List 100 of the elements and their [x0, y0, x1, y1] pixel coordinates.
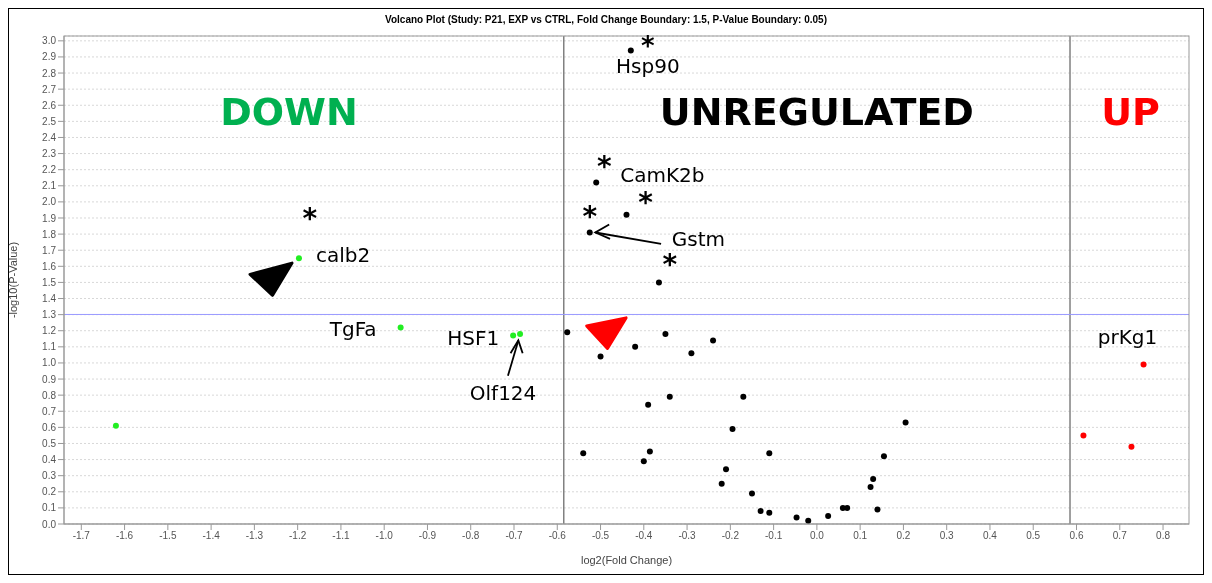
annotation: *	[662, 248, 678, 282]
x-tick-label: -0.1	[765, 530, 783, 542]
x-tick-label: 0.8	[1156, 530, 1171, 542]
x-tick-label: -0.7	[505, 530, 524, 542]
y-tick-label: 0.8	[42, 389, 57, 401]
y-tick-label: 0.4	[42, 454, 57, 466]
point	[640, 458, 647, 465]
annotation: HSF1	[447, 326, 500, 351]
y-tick-label: 2.7	[42, 83, 57, 95]
x-axis-title: log2(Fold Change)	[580, 554, 673, 566]
x-tick-label: -0.9	[418, 530, 437, 542]
x-tick-label: -1.6	[115, 530, 134, 542]
point	[740, 393, 747, 400]
point	[397, 324, 404, 331]
x-tick-label: 0.1	[853, 530, 868, 542]
annotation: *	[302, 202, 318, 236]
point	[902, 419, 909, 426]
point	[844, 504, 851, 511]
y-tick-label: 0.5	[42, 438, 57, 450]
y-tick-label: 2.0	[42, 196, 57, 208]
annotation: DOWN	[220, 90, 358, 135]
point	[748, 490, 755, 497]
y-tick-label: 0.6	[42, 421, 57, 433]
point	[757, 508, 764, 515]
y-tick-label: 1.5	[42, 276, 57, 288]
y-tick-label: 1.0	[42, 357, 57, 369]
y-tick-label: 2.9	[42, 51, 57, 63]
x-tick-label: 0.0	[809, 530, 825, 542]
x-tick-label: 0.6	[1069, 530, 1084, 542]
x-tick-label: -1.3	[245, 530, 264, 542]
x-tick-label: -1.5	[159, 530, 177, 542]
annotation: *	[582, 200, 598, 234]
point	[688, 350, 695, 357]
point	[597, 353, 604, 360]
x-tick-label: -0.8	[462, 530, 480, 542]
y-tick-label: 2.2	[42, 164, 57, 176]
point	[710, 337, 717, 344]
annotation: Olf124	[469, 381, 537, 406]
y-tick-label: 0.7	[42, 405, 57, 417]
point	[729, 425, 736, 432]
annotation: UNREGULATED	[659, 90, 974, 135]
point	[874, 506, 881, 513]
point	[1080, 432, 1087, 439]
annotation: TgFa	[328, 317, 377, 342]
y-tick-label: 1.9	[42, 212, 57, 224]
point	[564, 329, 571, 336]
point	[805, 517, 812, 524]
x-tick-label: -1.2	[289, 530, 307, 542]
point	[870, 475, 877, 482]
annotation: Gstm	[671, 226, 725, 251]
y-axis-title: -log10(P-Value)	[6, 241, 19, 319]
y-tick-label: 2.5	[42, 115, 57, 127]
point	[1128, 443, 1135, 450]
point	[666, 393, 673, 400]
y-tick-label: 1.1	[42, 341, 57, 353]
point	[632, 343, 639, 350]
annotation: calb2	[315, 242, 371, 267]
point	[880, 453, 887, 460]
x-tick-label: 0.7	[1112, 530, 1128, 542]
point	[517, 330, 524, 337]
x-tick-label: -0.4	[635, 530, 653, 542]
x-tick-label: -0.2	[721, 530, 740, 542]
y-tick-label: 0.3	[42, 470, 57, 482]
x-tick-label: 0.2	[896, 530, 911, 542]
point	[295, 255, 302, 262]
x-tick-label: -0.5	[591, 530, 610, 542]
annotation: *	[638, 185, 654, 219]
point	[646, 448, 653, 455]
point	[718, 480, 725, 487]
x-tick-label: -1.1	[332, 530, 350, 542]
point	[580, 450, 587, 457]
y-tick-label: 0.9	[42, 373, 57, 385]
point	[825, 512, 832, 519]
x-tick-label: -1.0	[375, 530, 394, 542]
x-tick-label: -1.7	[72, 530, 91, 542]
x-tick-label: 0.4	[983, 530, 998, 542]
point	[623, 211, 630, 218]
chart-title: Volcano Plot (Study: P21, EXP vs CTRL, Fold Change Boundary: 1.5, P-Value Boundary: 0.05)	[384, 13, 828, 27]
point	[867, 483, 874, 490]
y-tick-label: 2.4	[42, 132, 57, 144]
x-tick-label: 0.3	[939, 530, 955, 542]
y-tick-label: 1.3	[42, 309, 57, 321]
y-tick-label: 2.6	[42, 99, 57, 111]
y-tick-label: 1.7	[42, 244, 57, 256]
y-tick-label: 2.3	[42, 148, 57, 160]
point	[112, 422, 119, 429]
y-tick-label: 0.0	[42, 518, 57, 530]
y-tick-label: 1.6	[42, 260, 57, 272]
x-tick-label: -1.4	[202, 530, 221, 542]
point	[766, 450, 773, 457]
y-tick-label: 1.8	[42, 228, 57, 240]
y-tick-label: 1.4	[42, 293, 57, 305]
annotation: *	[596, 149, 612, 183]
y-tick-label: 0.1	[42, 502, 57, 514]
x-tick-label: -0.3	[678, 530, 697, 542]
point	[510, 332, 517, 339]
point	[1140, 361, 1147, 368]
point	[645, 401, 652, 408]
y-tick-label: 3.0	[42, 35, 57, 47]
annotation: UP	[1101, 90, 1160, 135]
